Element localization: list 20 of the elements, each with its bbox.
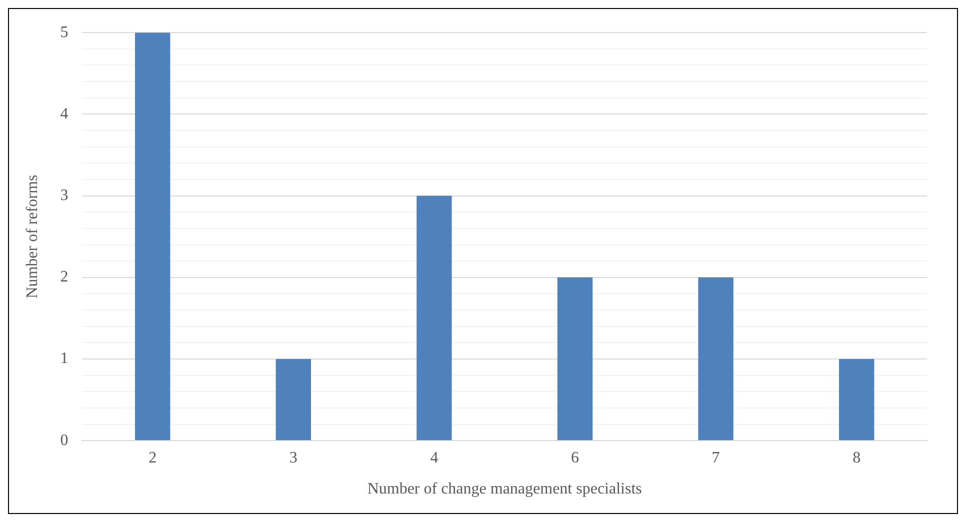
x-axis-title: Number of change management specialists (367, 480, 642, 498)
x-tick-label: 3 (289, 449, 298, 466)
x-tick-label: 8 (852, 449, 861, 466)
x-tick-label: 2 (148, 449, 157, 466)
x-tick-label: 4 (430, 449, 438, 466)
y-tick-label: 5 (60, 24, 68, 41)
bar (135, 32, 170, 440)
y-tick-label: 4 (60, 105, 68, 122)
x-tick-label: 6 (571, 449, 579, 466)
bar (839, 359, 874, 440)
bar (276, 359, 311, 440)
y-tick-label: 2 (60, 268, 68, 286)
y-axis-title: Number of reforms (24, 174, 41, 298)
y-tick-label: 1 (60, 350, 68, 368)
bar (416, 196, 452, 440)
bar (557, 277, 593, 440)
bar (698, 277, 734, 440)
x-tick-label: 7 (712, 449, 720, 466)
y-tick-label: 3 (60, 187, 68, 204)
y-tick-label: 0 (60, 432, 68, 449)
